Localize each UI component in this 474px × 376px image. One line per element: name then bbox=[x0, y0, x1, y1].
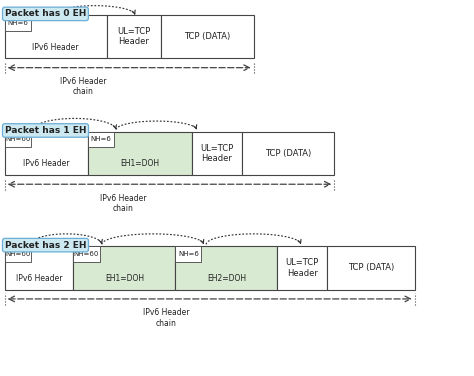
Bar bbox=[161, 15, 254, 58]
Bar bbox=[107, 15, 161, 58]
Bar bbox=[5, 246, 73, 290]
Bar bbox=[327, 246, 415, 290]
Text: NH=6: NH=6 bbox=[178, 251, 199, 257]
Text: EH1=DOH: EH1=DOH bbox=[105, 274, 144, 283]
Bar bbox=[277, 246, 327, 290]
Text: IPv6 Header
chain: IPv6 Header chain bbox=[143, 308, 189, 328]
Text: Packet has 2 EH: Packet has 2 EH bbox=[5, 241, 86, 250]
Bar bbox=[5, 15, 107, 58]
Bar bbox=[88, 132, 114, 147]
Text: UL=TCP
Header: UL=TCP Header bbox=[285, 258, 319, 277]
Text: NH=60: NH=60 bbox=[5, 251, 30, 257]
Text: UL=TCP
Header: UL=TCP Header bbox=[117, 27, 151, 46]
Bar bbox=[5, 15, 31, 31]
Bar bbox=[5, 132, 88, 175]
Text: IPv6 Header
chain: IPv6 Header chain bbox=[60, 77, 106, 97]
Text: NH=6: NH=6 bbox=[90, 136, 111, 143]
Bar bbox=[73, 246, 175, 290]
Text: Packet has 1 EH: Packet has 1 EH bbox=[5, 126, 86, 135]
Text: EH2=DOH: EH2=DOH bbox=[207, 274, 246, 283]
Text: NH=60: NH=60 bbox=[5, 136, 30, 143]
Text: IPv6 Header: IPv6 Header bbox=[16, 274, 63, 283]
Text: TCP (DATA): TCP (DATA) bbox=[184, 32, 230, 41]
Text: NH=60: NH=60 bbox=[74, 251, 99, 257]
Bar bbox=[73, 246, 100, 262]
Bar bbox=[242, 132, 334, 175]
Bar bbox=[5, 246, 31, 262]
Bar bbox=[192, 132, 242, 175]
Text: TCP (DATA): TCP (DATA) bbox=[265, 149, 311, 158]
Bar bbox=[88, 132, 192, 175]
Text: EH1=DOH: EH1=DOH bbox=[120, 159, 159, 168]
Text: IPv6 Header: IPv6 Header bbox=[32, 42, 79, 52]
Bar bbox=[175, 246, 201, 262]
Bar bbox=[5, 132, 31, 147]
Bar bbox=[175, 246, 277, 290]
Text: UL=TCP
Header: UL=TCP Header bbox=[200, 144, 234, 163]
Text: IPv6 Header
chain: IPv6 Header chain bbox=[100, 194, 146, 213]
Text: NH=6: NH=6 bbox=[7, 20, 28, 26]
Text: TCP (DATA): TCP (DATA) bbox=[348, 264, 394, 272]
Text: IPv6 Header: IPv6 Header bbox=[23, 159, 70, 168]
Text: Packet has 0 EH: Packet has 0 EH bbox=[5, 9, 86, 18]
